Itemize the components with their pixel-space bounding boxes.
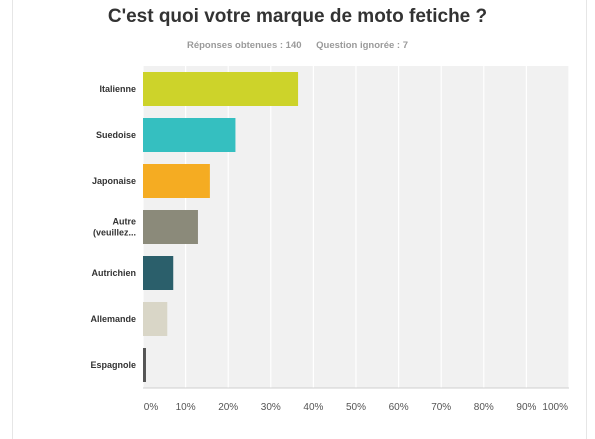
tick-label: 0% [144, 402, 159, 413]
bar [143, 302, 168, 336]
tick-label: 70% [431, 402, 451, 413]
bar [143, 256, 174, 290]
category-label: Espagnole [90, 360, 136, 370]
answered-count: Réponses obtenues : 140 [186, 40, 302, 51]
response-stats: Réponses obtenues : 140 Question ignorée… [0, 40, 595, 51]
category-label: Suedoise [96, 130, 136, 140]
bar [143, 348, 146, 382]
bar [143, 118, 236, 152]
tick-label: 50% [346, 402, 366, 413]
bars [143, 72, 299, 382]
category-labels: Italienne Suedoise Japonaise Autre(veuillez… [90, 84, 136, 370]
tick-label: 40% [303, 402, 323, 413]
skipped-count: Question ignorée : 7 [316, 40, 409, 51]
bar [143, 210, 198, 244]
frame-border-left [12, 0, 13, 439]
x-axis-ticks: 0% 10% 20% 30% 40% 50% 60% 70% 80% 90% 100% [144, 402, 568, 413]
tick-label: 60% [389, 402, 409, 413]
category-label: Autre [112, 217, 136, 227]
bar [143, 164, 210, 198]
category-label: Japonaise [92, 176, 136, 186]
category-label: Italienne [99, 84, 136, 94]
tick-label: 20% [218, 402, 238, 413]
tick-label: 90% [516, 402, 536, 413]
category-label: Allemande [90, 314, 136, 324]
category-label: Autrichien [91, 268, 136, 278]
tick-label: 10% [176, 402, 196, 413]
category-label: (veuillez... [93, 228, 136, 238]
frame-border-right [586, 0, 587, 439]
tick-label: 100% [542, 402, 568, 413]
tick-label: 30% [261, 402, 281, 413]
bar [143, 72, 299, 106]
page-title: C'est quoi votre marque de moto fetiche … [107, 6, 488, 27]
tick-label: 80% [474, 402, 494, 413]
grid-lines [142, 66, 570, 389]
